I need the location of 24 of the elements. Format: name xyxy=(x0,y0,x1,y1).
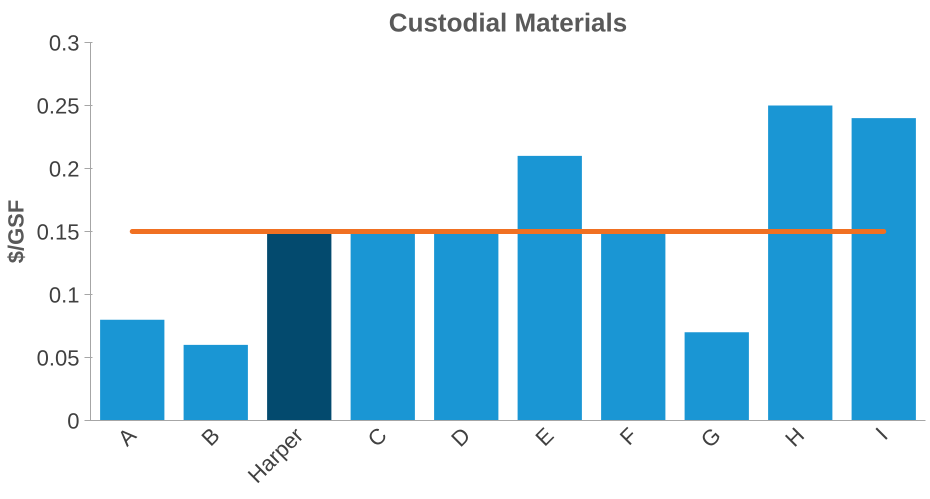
bar xyxy=(768,106,832,420)
bar xyxy=(518,156,582,420)
y-tick-label: 0.2 xyxy=(48,156,80,182)
y-axis-title: $/GSF xyxy=(4,200,29,264)
x-tick-label: I xyxy=(870,422,893,445)
bar xyxy=(852,118,916,420)
x-tick-label: H xyxy=(780,422,810,452)
bar xyxy=(184,344,248,420)
x-tick-label: F xyxy=(614,422,642,450)
x-tick-label: G xyxy=(696,422,726,452)
y-tick-label: 0.25 xyxy=(36,94,80,118)
y-tick-label: 0 xyxy=(67,408,80,434)
x-tick-label: A xyxy=(113,422,142,451)
y-tick-label: 0.15 xyxy=(36,220,80,244)
y-tick-label: 0.1 xyxy=(48,282,80,308)
x-tick-label: E xyxy=(530,422,559,451)
bar xyxy=(100,320,164,420)
x-tick-label: B xyxy=(196,422,225,451)
chart-title: Custodial Materials xyxy=(388,8,628,38)
y-tick-label: 0.3 xyxy=(48,30,80,56)
bar xyxy=(684,332,749,420)
x-tick-label: C xyxy=(362,422,392,452)
y-tick-label: 0.05 xyxy=(36,346,80,370)
x-tick-label: D xyxy=(446,422,476,452)
